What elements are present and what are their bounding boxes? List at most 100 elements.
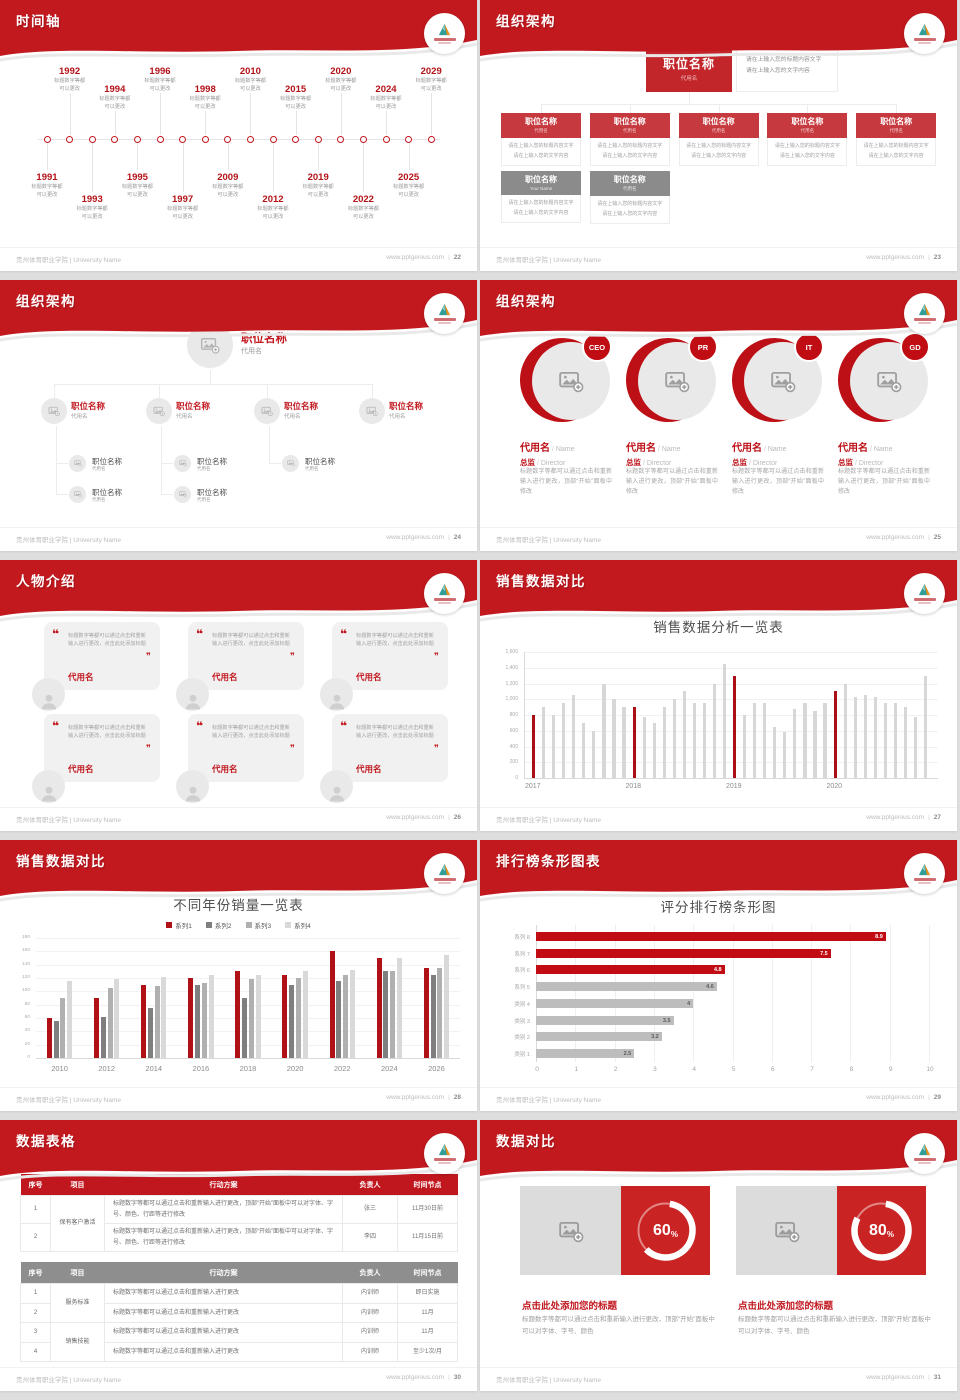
quote-card: ❝ 标题数字等都可以通过点击和重新输入进行更改，点击此处添加标题 ❞ 代用名 bbox=[188, 714, 304, 782]
member-role-line: 总监 / Director bbox=[520, 452, 620, 470]
quote-text: 标题数字等都可以通过点击和重新输入进行更改，点击此处添加标题 bbox=[212, 725, 290, 740]
org-card-title: 职位名称 bbox=[525, 175, 557, 184]
timeline-axis bbox=[38, 139, 440, 140]
org-card-note-line: 请在上输入您的标题内容文字 bbox=[597, 201, 663, 207]
org-card-note-line: 请在上输入您的文字内容 bbox=[513, 152, 569, 159]
timeline-year: 2022 bbox=[352, 194, 374, 205]
org-root-sub: 代用名 bbox=[680, 76, 698, 82]
timeline-node bbox=[88, 135, 96, 143]
y-category-label: 类别 2 bbox=[514, 1035, 530, 1042]
bar bbox=[572, 695, 576, 778]
timeline-caption-line: 可以更改 bbox=[330, 85, 352, 92]
slide-org-circles[interactable]: CEO 代用名 / Name 总监 / Director 标题数字等都可以通过点击和重… bbox=[480, 280, 957, 551]
member-role-sep: / bbox=[747, 460, 753, 467]
member-desc: 标题数字等都可以通过点击和重新输入进行更改，顶部“开始”面板中修改 bbox=[732, 469, 824, 495]
footer-site: www.pptgenius.com | 27 bbox=[866, 814, 941, 831]
timeline-item: 1996 标题数字等都 可以更改 bbox=[134, 66, 186, 93]
chart-legend: 系列1 系列2 系列3 系列4 bbox=[0, 920, 477, 930]
person-icon bbox=[185, 786, 200, 802]
image-placeholder-icon bbox=[286, 460, 295, 467]
bar bbox=[46, 1018, 52, 1058]
footer-url: www.pptgenius.com bbox=[386, 814, 445, 821]
grid-line bbox=[850, 925, 852, 1062]
x-tick-label: 5 bbox=[731, 1066, 736, 1073]
member-name-line: 代用名 / Name bbox=[520, 438, 620, 456]
org-card-body: 请在上输入您的标题内容文字 请在上输入您的文字内容 bbox=[856, 138, 937, 166]
footer-url: www.pptgenius.com bbox=[386, 534, 445, 541]
slide-sales-chart-1[interactable]: 销售数据分析一览表 0 200 400 600 800 1,000 1,200 1,400 1,6… bbox=[480, 560, 957, 831]
slide-footer: 贵州体育职业学院 | University Name www.pptgenius… bbox=[480, 807, 957, 831]
grid-line bbox=[524, 715, 938, 716]
bar bbox=[582, 722, 586, 778]
footer-url: www.pptgenius.com bbox=[866, 1094, 925, 1101]
slide-people[interactable]: ❝ 标题数字等都可以通过点击和重新输入进行更改，点击此处添加标题 ❞ 代用名 ❝ 标题数字… bbox=[0, 560, 477, 831]
data-table-secondary: 序号 项目 行动方案 负责人 时间节点 1 服务标准 标题数字等都可以通过点击和重新输入进行更… bbox=[20, 1262, 458, 1362]
open-quote-icon: ❝ bbox=[52, 719, 60, 733]
footer-university: 贵州体育职业学院 | University Name bbox=[496, 257, 601, 264]
timeline-caption-line: 可以更改 bbox=[307, 191, 329, 198]
grid-line bbox=[929, 925, 930, 1062]
close-quote-icon: ❞ bbox=[146, 743, 151, 753]
table-cell: 张三 bbox=[342, 1195, 398, 1224]
slide-data-tables[interactable]: 序号 项目 行动方案 负责人 时间节点 1 保有客户激活 标题数字等都可以通过点击和重新输入进… bbox=[0, 1120, 477, 1391]
connector bbox=[159, 384, 160, 398]
org-card-body: 请在上输入您的标题内容文字 请在上输入您的文字内容 bbox=[767, 138, 848, 166]
connector bbox=[161, 494, 173, 495]
slide-org-tree[interactable]: 职位名称 代用名 职位名称 代用名 职位名称 代用名 职位名称 代用名 职位名称 代用名 职位名称代… bbox=[0, 280, 477, 551]
bar-value-label: 3.5 bbox=[662, 1017, 671, 1024]
member-name-en: Name bbox=[767, 446, 787, 453]
deck-cell: 职位名称 代用名 职位名称 代用名 职位名称 代用名 职位名称 代用名 职位名称 代用名 职位名称代… bbox=[0, 280, 480, 560]
bar bbox=[188, 978, 194, 1058]
x-tick-label: 2014 bbox=[145, 1064, 163, 1073]
member-desc: 标题数字等都可以通过点击和重新输入进行更改，顶部“开始”面板中修改 bbox=[838, 469, 930, 495]
image-placeholder-icon bbox=[48, 406, 60, 417]
legend-item: 系列1 bbox=[166, 920, 192, 930]
bar bbox=[662, 707, 666, 778]
timeline-year: 1996 bbox=[149, 66, 171, 77]
bar bbox=[248, 979, 254, 1058]
deck-cell: CEO 代用名 / Name 总监 / Director 标题数字等都可以通过点击和重… bbox=[480, 280, 960, 560]
org-card-header: 职位名称 代用名 bbox=[678, 113, 759, 138]
page-number: 25 bbox=[933, 534, 941, 541]
timeline-caption-line: 标题数字等都 bbox=[76, 206, 108, 212]
open-quote-icon: ❝ bbox=[340, 627, 348, 641]
table-cell: 4 bbox=[20, 1341, 51, 1362]
grid-line bbox=[36, 978, 460, 979]
table-cell: 2 bbox=[20, 1223, 51, 1252]
bar bbox=[67, 981, 73, 1058]
open-quote-icon: ❝ bbox=[340, 719, 348, 733]
slide-data-compare[interactable]: 60% 点击此处添加您的标题 标题数字等都可以通过点击和重新输入进行更改，顶部“开始… bbox=[480, 1120, 957, 1391]
y-category-label: 系列 5 bbox=[514, 985, 530, 992]
org-card-title: 职位名称 bbox=[702, 117, 735, 126]
deck-cell: 60% 点击此处添加您的标题 标题数字等都可以通过点击和重新输入进行更改，顶部“开始… bbox=[480, 1120, 960, 1400]
timeline-node bbox=[382, 135, 390, 143]
legend-label: 系列4 bbox=[294, 923, 311, 930]
bar bbox=[423, 968, 429, 1058]
person-icon bbox=[329, 694, 344, 710]
grid-line bbox=[771, 925, 773, 1062]
footer-site: www.pptgenius.com | 25 bbox=[866, 534, 941, 551]
image-placeholder-icon bbox=[200, 338, 220, 354]
member-role-cn: 总监 bbox=[626, 458, 641, 467]
slide-timeline[interactable]: 1991 标题数字等都 可以更改 1992 标题数字等都 可以更改 1993 标题数字等都 可以… bbox=[0, 0, 477, 271]
table-cell: 标题数字等都可以通过点击和重新输入进行更改，顶部“开始”面板中可以对字体、字号、… bbox=[104, 1195, 343, 1224]
table-cell: 标题数字等都可以通过点击和重新输入进行更改 bbox=[104, 1322, 343, 1343]
member-avatar-group: IT bbox=[732, 332, 828, 430]
image-placeholder-icon bbox=[178, 491, 187, 498]
slide-ranking-chart[interactable]: 评分排行榜条形图 0 1 2 3 4 5 6 7 8 9 10 系列 8 8.9 系列 7 7.5 系列 6 4.… bbox=[480, 840, 957, 1111]
timeline-year: 1993 bbox=[81, 194, 103, 205]
deck-cell: 1991 标题数字等都 可以更改 1992 标题数字等都 可以更改 1993 标题数字等都 可以… bbox=[0, 0, 480, 280]
slide-sales-chart-2[interactable]: 不同年份销量一览表 系列1 系列2 系列3 系列4 0 20 40 60 80 100 120 140 1… bbox=[0, 840, 477, 1111]
slide-org-boxes[interactable]: 职位名称 代用名 请在上输入您的标题内容文字 请在上输入您的文字内容 职位名称 代用名 请在… bbox=[480, 0, 957, 271]
timeline-item: 2009 标题数字等都 可以更改 bbox=[202, 172, 254, 199]
org-card: 职位名称 代用名 请在上输入您的标题内容文字 请在上输入您的文字内容 bbox=[589, 113, 670, 166]
timeline-node bbox=[292, 135, 300, 143]
x-axis-line bbox=[36, 1058, 460, 1059]
org-card-body: 请在上输入您的标题内容文字 请在上输入您的文字内容 bbox=[501, 195, 581, 223]
table-header-cell: 行动方案 bbox=[104, 1174, 343, 1196]
member-role-line: 总监 / Director bbox=[732, 452, 832, 470]
org-card-title: 职位名称 bbox=[791, 117, 824, 126]
timeline-year: 2025 bbox=[398, 172, 420, 183]
org-card-note-line: 请在上输入您的标题内容文字 bbox=[508, 143, 574, 149]
bar bbox=[562, 703, 566, 778]
